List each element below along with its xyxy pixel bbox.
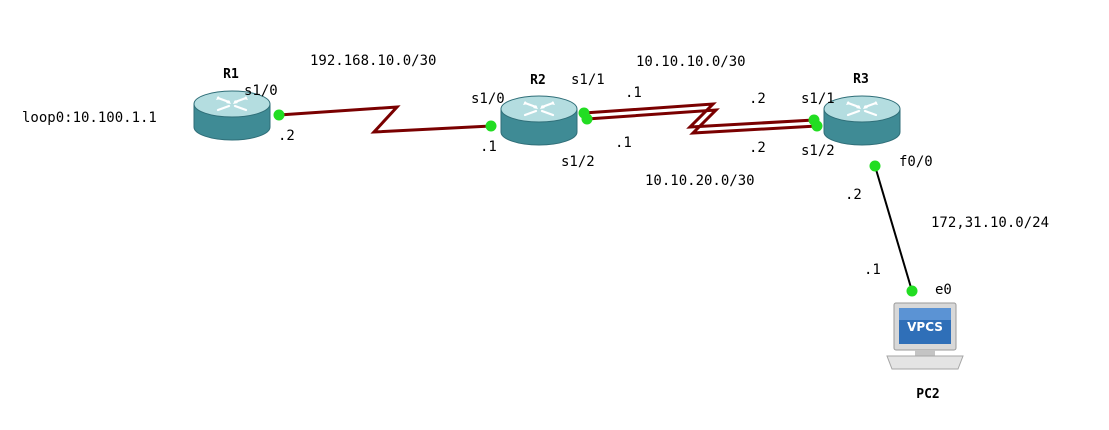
links [278,102,913,292]
network-labels: 192.168.10.0/30 10.10.10.0/30 10.10.20.0… [310,53,1049,231]
interface-label-r3-f0-0: f0/0 [899,154,933,170]
device-label-pc2: PC2 [916,387,939,402]
vpcs-computer-icon: VPCS [886,302,964,370]
network-label-r3-pc2: 172,31.10.0/24 [931,215,1049,231]
ip-label-pc2-e0: .1 [864,262,881,278]
port-dot-r2-s1-0[interactable] [485,120,497,132]
interface-label-r2-s1-2: s1/2 [561,154,595,170]
router-icon [500,95,578,146]
interface-label-pc2-e0: e0 [935,282,952,298]
ip-label-r3-s1-1: .2 [749,91,766,107]
network-label-r2-r3-a: 10.10.10.0/30 [636,54,746,70]
ip-label-r2-s1-2: .1 [615,135,632,151]
device-label-r1: R1 [223,67,239,82]
interface-label-r2-s1-1: s1/1 [571,72,605,88]
serial-link-r1-r2[interactable] [278,105,492,134]
interface-label-r2-s1-0: s1/0 [471,91,505,107]
device-label-r3: R3 [853,72,869,87]
network-label-r2-r3-b: 10.10.20.0/30 [645,173,755,189]
vpcs-screen-label: VPCS [907,320,943,334]
serial-link-r2-r3-b[interactable] [586,108,818,135]
ethernet-link-r3-pc2[interactable] [874,165,913,292]
interface-labels: s1/0 s1/0 s1/1 s1/2 s1/1 s1/2 f0/0 e0 [244,72,952,298]
serial-link-r2-r3-a[interactable] [583,102,815,129]
port-dot-r3-f0-0[interactable] [869,160,881,172]
interface-label-r1-s1-0: s1/0 [244,83,278,99]
port-dot-r1-s1-0[interactable] [273,109,285,121]
interface-label-r3-s1-1: s1/1 [801,91,835,107]
router-r2[interactable] [500,95,578,146]
port-dot-r3-s1-2[interactable] [811,120,823,132]
pc-pc2[interactable]: VPCS [886,302,964,370]
ip-label-r1-s1-0: .2 [278,128,295,144]
device-labels: R1 R2 R3 PC2 loop0:10.100.1.1 [22,67,940,402]
port-dot-pc2-e0[interactable] [906,285,918,297]
ip-label-r2-s1-1: .1 [625,85,642,101]
router-icon [823,95,901,146]
ip-label-r3-f0-0: .2 [845,187,862,203]
ip-label-r3-s1-2: .2 [749,140,766,156]
router-r3[interactable] [823,95,901,146]
ip-label-r2-s1-0: .1 [480,139,497,155]
router-r1[interactable] [193,90,271,141]
loopback-label-r1: loop0:10.100.1.1 [22,110,157,126]
interface-label-r3-s1-2: s1/2 [801,143,835,159]
port-dot-r2-s1-2[interactable] [581,113,593,125]
network-label-r1-r2: 192.168.10.0/30 [310,53,436,69]
port-dots [273,107,918,297]
router-icon [193,90,271,141]
device-label-r2: R2 [530,73,546,88]
ip-labels: .2 .1 .1 .1 .2 .2 .2 .1 [278,85,881,278]
